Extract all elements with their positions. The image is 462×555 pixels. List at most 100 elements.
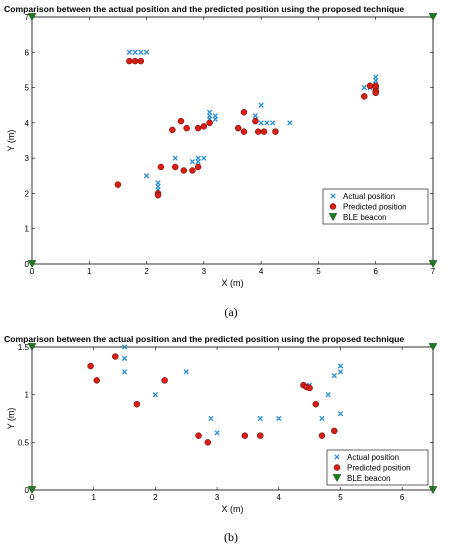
- data-point: [372, 89, 379, 97]
- data-point: [143, 49, 150, 55]
- data-point: [87, 362, 94, 370]
- x-axis-label: X (m): [222, 278, 244, 288]
- legend-label: BLE beacon: [347, 474, 391, 483]
- data-point: [204, 439, 212, 446]
- data-point: [319, 415, 325, 422]
- data-point: [366, 82, 374, 90]
- data-point: [361, 84, 367, 91]
- y-tick-label: 5: [25, 84, 30, 93]
- data-point: [255, 128, 262, 135]
- data-point: [27, 260, 37, 269]
- data-point: [208, 415, 214, 422]
- data-point: [257, 432, 264, 439]
- legend-label: Actual position: [343, 192, 395, 201]
- data-point: [257, 415, 263, 422]
- chart-title: Comparison between the actual position a…: [4, 4, 404, 14]
- data-point: [201, 155, 207, 161]
- y-tick-label: 0.5: [18, 438, 30, 447]
- data-point: [27, 13, 37, 22]
- chart-panel-2: Comparison between the actual position a…: [4, 334, 438, 544]
- data-point: [269, 120, 276, 126]
- chart-panel-1: Comparison between the actual position a…: [4, 4, 438, 319]
- data-point: [337, 363, 344, 369]
- y-tick-label: 1: [25, 225, 30, 234]
- data-point: [114, 181, 122, 188]
- data-point: [137, 57, 145, 65]
- data-point: [152, 392, 159, 398]
- chart-title: Comparison between the actual position a…: [4, 334, 404, 344]
- x-tick-label: 4: [277, 493, 282, 502]
- x-axis-label: X (m): [222, 504, 244, 514]
- legend-box: [326, 449, 429, 486]
- data-point: [171, 163, 179, 171]
- data-point: [206, 119, 213, 127]
- legend-label: Predicted position: [347, 464, 411, 473]
- plot-area: [31, 346, 434, 491]
- x-tick-label: 4: [259, 267, 264, 276]
- data-point: [172, 155, 178, 161]
- data-point: [194, 124, 202, 132]
- x-tick-label: 0: [30, 267, 35, 276]
- data-point: [241, 432, 249, 439]
- legend-marker: [328, 213, 338, 222]
- data-point: [212, 116, 218, 122]
- x-tick-label: 6: [373, 267, 378, 276]
- data-point: [331, 427, 338, 435]
- series-actual-position: [121, 344, 344, 436]
- data-point: [200, 123, 208, 130]
- data-point: [121, 355, 128, 362]
- data-point: [428, 13, 438, 22]
- data-point: [194, 163, 202, 171]
- data-point: [177, 117, 185, 125]
- data-point: [234, 124, 242, 132]
- data-point: [276, 415, 282, 422]
- data-point: [180, 167, 188, 174]
- data-point: [312, 400, 320, 408]
- data-point: [195, 432, 202, 439]
- data-point: [337, 411, 344, 417]
- series-ble-beacon: [27, 343, 438, 495]
- data-point: [428, 486, 438, 495]
- data-point: [252, 117, 259, 125]
- x-tick-label: 3: [215, 493, 220, 502]
- data-point: [169, 126, 176, 134]
- legend-label: Predicted position: [343, 203, 407, 212]
- data-point: [264, 120, 270, 126]
- series-predicted-position: [114, 57, 379, 199]
- legend-label: BLE beacon: [343, 213, 387, 222]
- x-tick-label: 5: [316, 267, 321, 276]
- y-axis-label: Y (m): [6, 408, 16, 430]
- y-axis-label: Y (m): [6, 130, 16, 152]
- y-tick-label: 2: [25, 189, 30, 198]
- data-point: [157, 163, 165, 171]
- data-point: [318, 432, 326, 439]
- data-point: [428, 260, 438, 269]
- data-point: [154, 191, 162, 199]
- data-point: [126, 57, 133, 65]
- figure-caption: (a): [224, 305, 237, 319]
- data-point: [112, 353, 119, 360]
- data-point: [240, 109, 248, 116]
- x-tick-label: 1: [87, 267, 92, 276]
- data-point: [138, 49, 144, 55]
- data-point: [331, 372, 337, 379]
- y-tick-label: 6: [25, 48, 30, 57]
- y-tick-label: 0: [25, 260, 30, 269]
- data-point: [126, 49, 133, 55]
- legend-label: Actual position: [347, 453, 399, 462]
- data-point: [131, 57, 139, 65]
- data-point: [361, 93, 368, 100]
- data-point: [258, 120, 264, 126]
- legend-marker: [334, 454, 340, 460]
- y-tick-label: 7: [25, 13, 30, 22]
- y-tick-label: 3: [25, 154, 30, 163]
- data-point: [240, 128, 248, 135]
- data-point: [27, 486, 37, 495]
- plot-area: [31, 16, 434, 265]
- data-point: [428, 343, 438, 352]
- legend-marker: [332, 474, 342, 483]
- data-point: [189, 159, 196, 165]
- data-point: [337, 369, 344, 375]
